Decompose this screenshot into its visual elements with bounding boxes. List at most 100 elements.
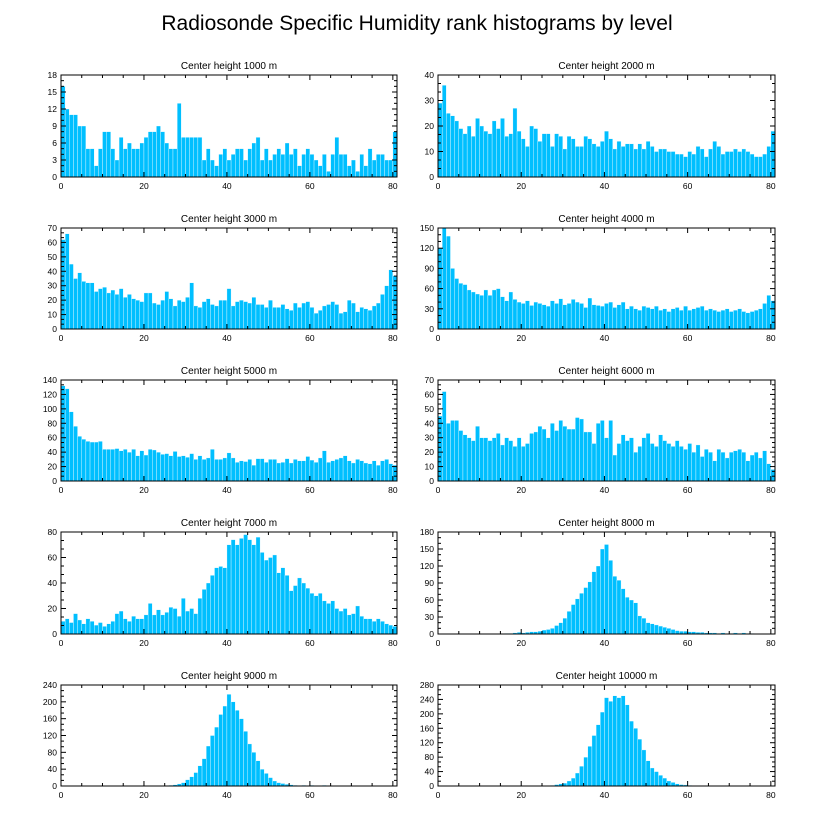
histogram-bar xyxy=(230,305,236,330)
histogram-bar xyxy=(674,153,680,178)
x-tick-label: 40 xyxy=(222,333,232,343)
panel-title: Center height 7000 m xyxy=(181,518,277,529)
histogram-bar xyxy=(235,544,240,635)
histogram-bar xyxy=(516,437,522,482)
histogram-bar xyxy=(247,148,252,178)
histogram-bar xyxy=(541,304,547,330)
histogram-bar xyxy=(251,544,257,635)
histogram-bar xyxy=(210,575,215,635)
histogram-bar xyxy=(259,768,265,787)
histogram-bar xyxy=(363,308,369,330)
panel-title: Center height 1000 m xyxy=(181,61,277,72)
histogram-bar xyxy=(758,308,763,330)
histogram-bar xyxy=(276,148,282,178)
histogram-panel-8: Center height 8000 m 0 20 40 60 80 0 30 60 90 120 1… xyxy=(420,518,776,648)
histogram-bar xyxy=(716,449,722,482)
histogram-bar xyxy=(156,125,161,178)
y-tick-label: 6 xyxy=(52,138,57,148)
histogram-bar xyxy=(143,614,149,635)
histogram-bar xyxy=(674,630,680,635)
x-tick-label: 40 xyxy=(222,181,232,191)
histogram-bar xyxy=(541,629,547,635)
histogram-bar xyxy=(255,137,261,178)
x-tick-label: 80 xyxy=(388,333,398,343)
histogram-bar xyxy=(206,298,211,330)
histogram-bar xyxy=(554,430,559,482)
y-tick-label: 10 xyxy=(48,310,58,320)
histogram-bar xyxy=(338,610,344,635)
histogram-bar xyxy=(658,775,663,787)
histogram-bar xyxy=(380,154,385,178)
histogram-bar xyxy=(259,458,265,482)
histogram-bar xyxy=(189,137,194,178)
histogram-bar xyxy=(106,623,111,635)
histogram-bar xyxy=(156,304,161,330)
histogram-bar xyxy=(587,746,593,787)
histogram-bar xyxy=(222,705,228,787)
x-tick-label: 20 xyxy=(516,181,526,191)
histogram-bar xyxy=(367,463,373,482)
histogram-bar xyxy=(338,312,344,330)
histogram-bar xyxy=(222,457,228,482)
x-tick-label: 80 xyxy=(388,790,398,800)
histogram-bar xyxy=(650,767,655,787)
histogram-bar xyxy=(566,780,572,787)
histogram-bar xyxy=(201,301,207,330)
histogram-bar xyxy=(197,598,203,635)
histogram-bar xyxy=(733,148,738,178)
y-tick-label: 12 xyxy=(48,104,58,114)
histogram-bar xyxy=(620,588,626,635)
histogram-bar xyxy=(98,441,103,482)
histogram-bar xyxy=(620,301,626,330)
histogram-bar xyxy=(612,307,618,330)
histogram-bar xyxy=(583,307,588,330)
histogram-bar xyxy=(720,153,726,178)
histogram-bar xyxy=(297,460,302,482)
histogram-panel-1: Center height 1000 m 0 20 40 60 80 0 3 6 9 12 15 18 xyxy=(48,61,398,191)
histogram-bar xyxy=(123,618,128,635)
histogram-bar xyxy=(239,718,244,787)
histogram-bar xyxy=(579,593,584,635)
histogram-bar xyxy=(545,437,551,482)
histogram-bar xyxy=(450,115,455,178)
histogram-bar xyxy=(239,460,244,482)
histogram-bar xyxy=(612,454,618,482)
histogram-bar xyxy=(625,308,630,330)
x-tick-label: 20 xyxy=(516,638,526,648)
x-tick-label: 20 xyxy=(139,333,149,343)
histogram-bar xyxy=(550,146,555,178)
histogram-bar xyxy=(629,720,634,787)
histogram-bar xyxy=(645,622,651,635)
histogram-bar xyxy=(645,307,651,330)
histogram-bar xyxy=(330,460,335,482)
y-tick-label: 40 xyxy=(425,767,435,777)
histogram-bar xyxy=(749,454,755,482)
histogram-bar xyxy=(496,128,501,178)
y-tick-label: 70 xyxy=(48,223,58,233)
histogram-bar xyxy=(745,460,751,482)
histogram-bar xyxy=(496,288,501,330)
histogram-bar xyxy=(691,308,697,330)
histogram-bar xyxy=(466,125,472,178)
x-tick-label: 40 xyxy=(600,181,610,191)
histogram-panel-4: Center height 4000 m 0 20 40 60 80 0 30 60 90 120 1… xyxy=(420,214,776,343)
histogram-bar xyxy=(616,304,622,330)
histogram-bar xyxy=(168,298,174,330)
x-tick-label: 20 xyxy=(139,790,149,800)
histogram-bar xyxy=(193,613,199,635)
histogram-bar xyxy=(545,629,551,635)
histogram-bar xyxy=(301,302,306,330)
histogram-bar xyxy=(471,136,476,178)
histogram-bar xyxy=(579,765,584,787)
y-tick-label: 90 xyxy=(425,263,435,273)
y-tick-label: 60 xyxy=(425,389,435,399)
histogram-bar xyxy=(334,459,340,482)
figure-title: Radiosonde Specific Humidity rank histog… xyxy=(161,12,672,35)
histogram-bar xyxy=(595,146,601,178)
histogram-bar xyxy=(94,441,99,482)
histogram-bar xyxy=(64,618,70,635)
histogram-bar xyxy=(724,151,730,178)
histogram-bar xyxy=(218,299,223,330)
histogram-bar xyxy=(384,623,389,635)
y-tick-label: 3 xyxy=(52,155,57,165)
